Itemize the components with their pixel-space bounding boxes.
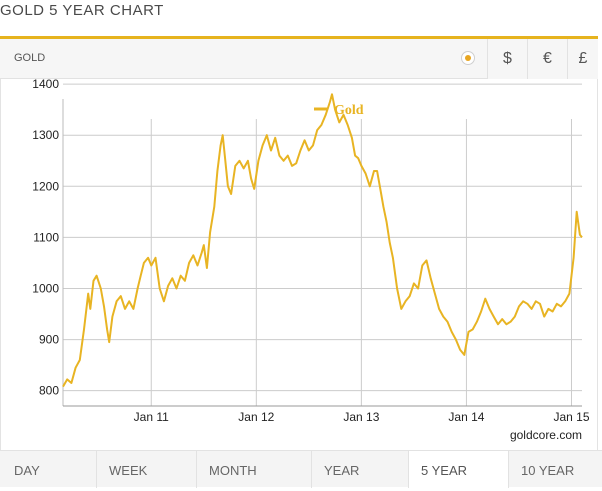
y-tick-label: 900 [39, 333, 59, 347]
range-10year-button[interactable]: 10 YEAR [508, 451, 602, 488]
currency-eur-button[interactable]: € [527, 39, 567, 79]
legend-label: Gold [334, 103, 364, 118]
source-credit: goldcore.com [510, 428, 582, 442]
range-month-button[interactable]: MONTH [196, 451, 311, 488]
chart-legend[interactable]: Gold [314, 103, 364, 118]
x-tick-label: Jan 11 [134, 410, 169, 424]
y-tick-label: 800 [39, 384, 59, 398]
y-tick-label: 1200 [32, 179, 59, 193]
range-selector: DAY WEEK MONTH YEAR 5 YEAR 10 YEAR [0, 450, 602, 488]
radio-dot-icon [465, 55, 471, 61]
page-title: GOLD 5 YEAR CHART [0, 2, 164, 19]
range-5year-button[interactable]: 5 YEAR [408, 451, 508, 488]
y-tick-label: 1000 [32, 281, 59, 295]
metal-radio-icon[interactable] [461, 51, 475, 65]
chart-panel [0, 39, 598, 477]
range-year-button[interactable]: YEAR [311, 451, 408, 488]
y-axis-ticks: 800 900 1000 1100 1200 1300 1400 [32, 79, 59, 398]
metal-tab-gold[interactable]: GOLD [14, 52, 46, 64]
y-tick-label: 1300 [32, 128, 59, 142]
series-line-gold [62, 93, 583, 388]
header-accent-rule [0, 36, 598, 39]
x-tick-label: Jan 15 [553, 410, 589, 424]
y-tick-label: 1400 [32, 79, 59, 91]
x-tick-label: Jan 12 [238, 410, 274, 424]
chart-grid [62, 83, 582, 407]
x-tick-label: Jan 14 [448, 410, 484, 424]
range-day-button[interactable]: DAY [14, 463, 40, 478]
currency-gbp-button[interactable]: £ [567, 39, 598, 79]
range-week-button[interactable]: WEEK [96, 451, 196, 488]
currency-usd-button[interactable]: $ [487, 39, 527, 79]
x-axis-ticks: Jan 11 Jan 12 Jan 13 Jan 14 Jan 15 [134, 410, 590, 424]
x-tick-label: Jan 13 [343, 410, 379, 424]
y-tick-label: 1100 [33, 230, 59, 244]
